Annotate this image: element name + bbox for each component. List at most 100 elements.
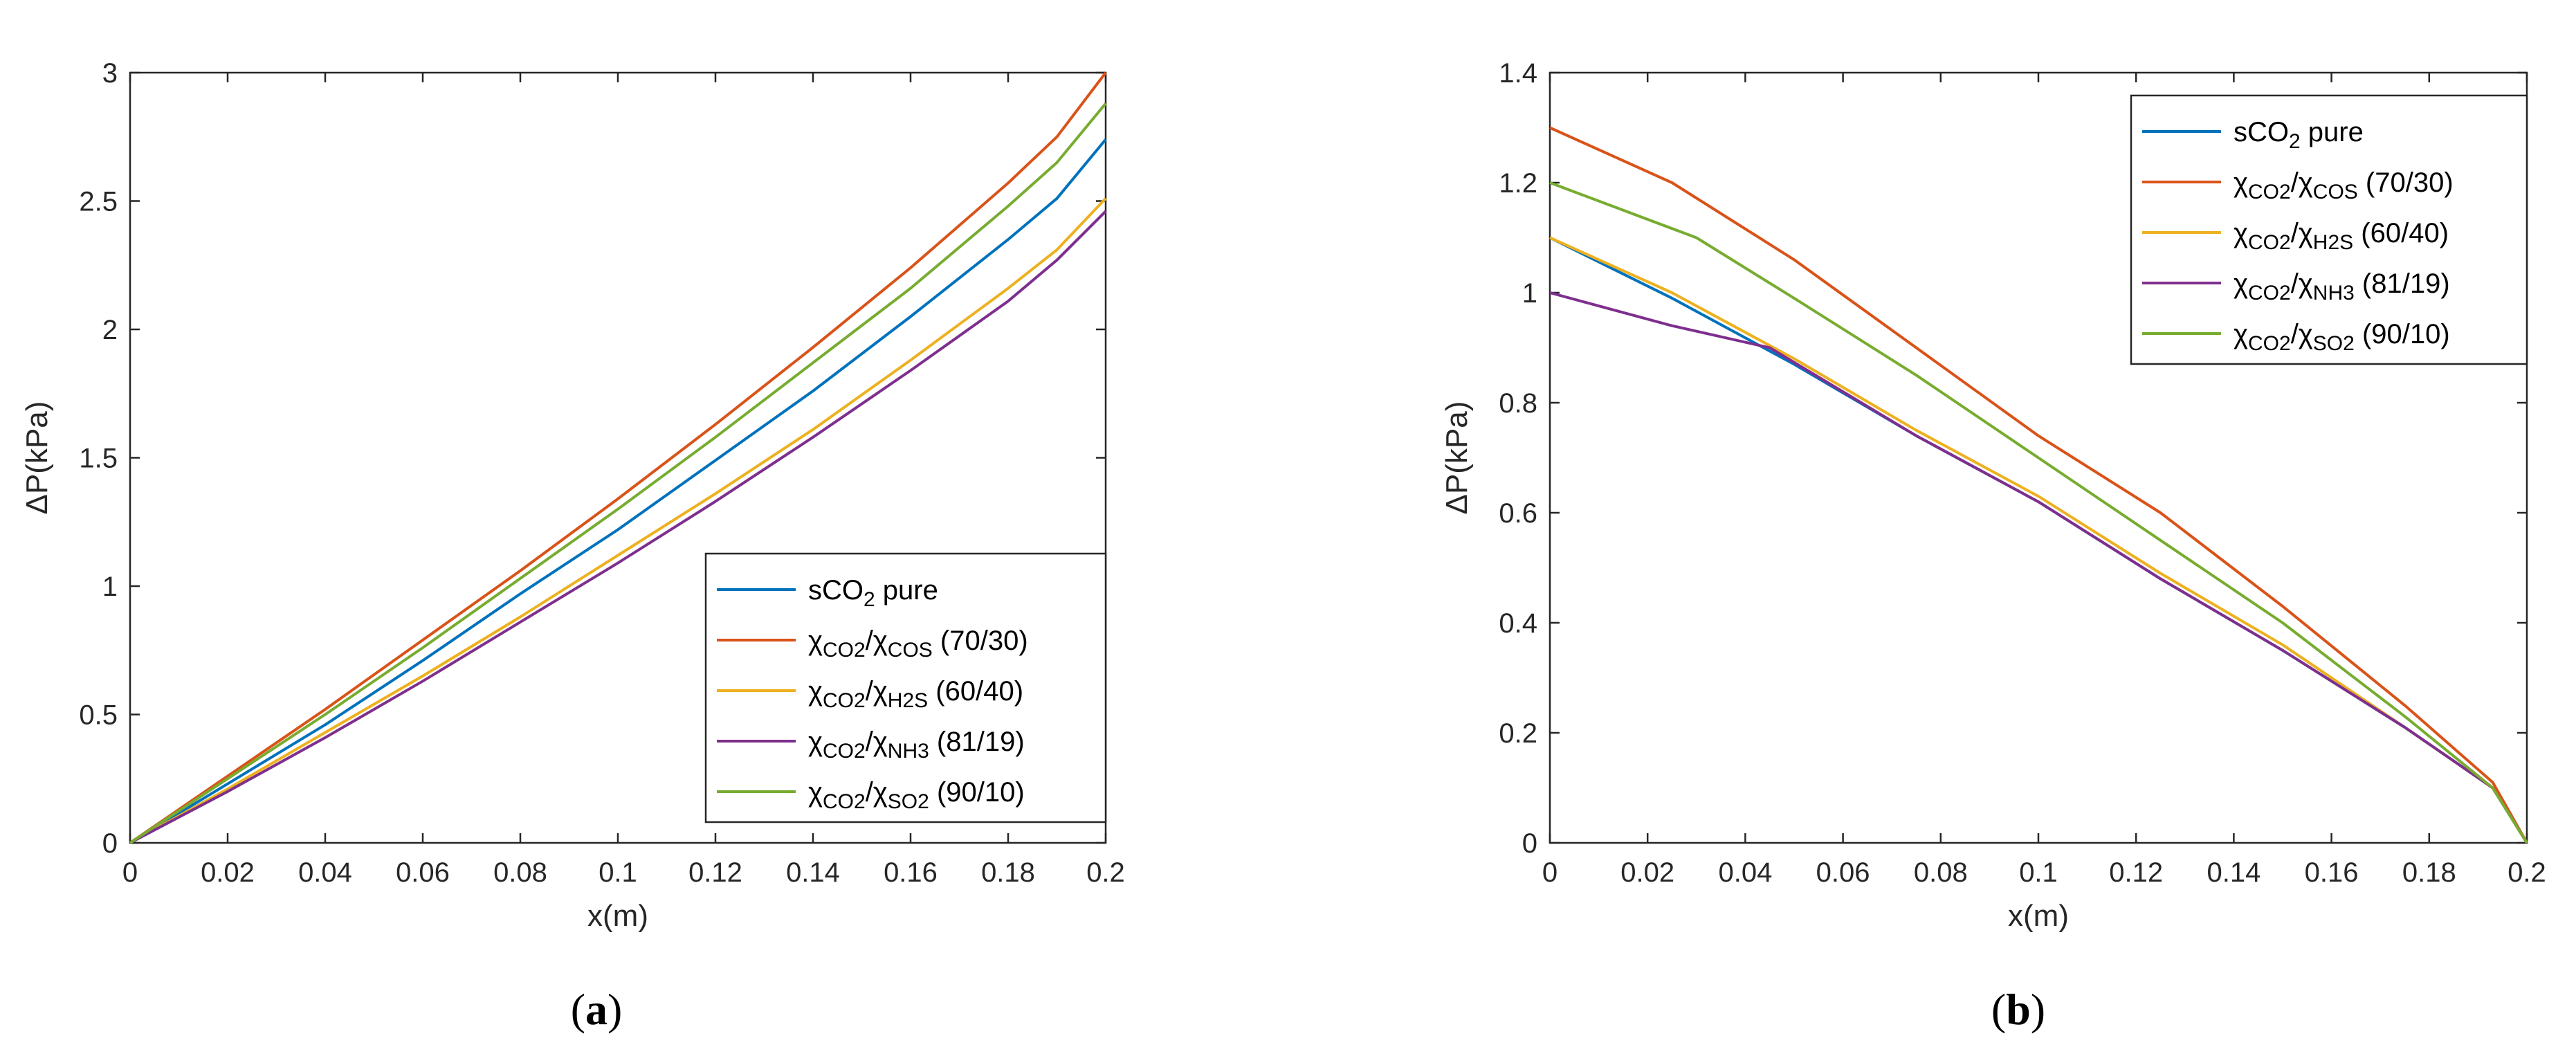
panel-label: (a) (571, 985, 623, 1034)
legend-text-tail: (90/10) (2355, 319, 2450, 349)
legend-text-mid: /χ (2291, 268, 2313, 299)
y-tick-label: 0.6 (1499, 498, 1537, 529)
chart-panel-b: 0 0.02 0.04 0.06 0.08 0.1 0.12 0.14 0.16 0.18 0.2 0… (1440, 58, 2546, 1034)
x-tick-label: 0.1 (599, 857, 637, 888)
legend-text-sub2: COS (888, 639, 933, 662)
x-tick-label: 0.1 (2019, 857, 2058, 888)
y-tick-label: 1.2 (1499, 168, 1537, 199)
legend-text-sub2: COS (2313, 181, 2358, 203)
y-tick-label: 0.2 (1499, 718, 1537, 749)
y-tick-label: 0.8 (1499, 388, 1537, 419)
x-tick-label: 0.18 (981, 857, 1035, 888)
panel-label-close: ) (2031, 985, 2045, 1034)
y-tick-label: 0.5 (79, 700, 118, 731)
x-tick-label: 0.16 (2305, 857, 2359, 888)
panel-label-close: ) (608, 985, 622, 1034)
series-line-4 (1549, 181, 2528, 844)
x-tick-label: 0.12 (688, 857, 742, 888)
legend-text-sub2: H2S (888, 689, 928, 712)
x-axis-label: x(m) (587, 899, 648, 933)
y-axis-label: ΔP(kPa) (1440, 401, 1474, 515)
legend-text-mid: /χ (866, 727, 888, 757)
legend-text-sub1: CO2 (823, 790, 866, 813)
x-tick-label: 0.08 (1914, 857, 1968, 888)
x-tick-label: 0 (122, 857, 138, 888)
y-tick-label: 1.4 (1499, 58, 1537, 89)
legend-text-tail: (60/40) (2353, 218, 2449, 248)
legend-text-sub1: CO2 (823, 689, 866, 712)
x-tick-label: 0.12 (2109, 857, 2163, 888)
y-tick-label: 1 (102, 572, 118, 602)
x-tick-label: 0 (1542, 857, 1558, 888)
legend-text-base: χ (808, 626, 823, 656)
x-tick-label: 0.2 (2508, 857, 2546, 888)
legend-text-tail: (81/19) (929, 727, 1025, 757)
x-axis-label: x(m) (2008, 899, 2069, 933)
y-tick-label: 2 (102, 315, 118, 345)
legend-text-base: χ (808, 777, 823, 808)
legend-text-base: χ (808, 676, 823, 707)
x-tick-label: 0.06 (1816, 857, 1870, 888)
legend-entry-1: χCO2/χCOS (70/30) (808, 626, 1028, 662)
legend-text-base: χ (2234, 167, 2248, 198)
legend-text-mid: /χ (866, 626, 888, 656)
legend-entry-2: χCO2/χH2S (60/40) (808, 676, 1023, 712)
series-line-2 (129, 197, 1107, 844)
legend-text-tail: (90/10) (929, 777, 1025, 808)
series-line-4 (129, 102, 1107, 844)
legend-text-sub1: 2 (2289, 130, 2301, 153)
legend-text-base: χ (2234, 218, 2248, 248)
series-line-0 (129, 138, 1107, 844)
x-tick-label: 0.04 (1718, 857, 1772, 888)
legend-text-sub1: CO2 (2248, 181, 2291, 203)
x-tick-label: 0.16 (884, 857, 938, 888)
y-tick-label: 1 (1522, 278, 1537, 309)
series-line-1 (129, 71, 1107, 844)
y-tick-label: 0.4 (1499, 608, 1537, 639)
legend-text-tail: (70/30) (2358, 167, 2454, 198)
legend-text-mid: /χ (2291, 218, 2313, 248)
legend-text-base: sCO (2234, 117, 2289, 147)
legend-text-sub2: NH3 (2313, 282, 2355, 304)
x-tick-label: 0.02 (1620, 857, 1674, 888)
legend-text-sub1: CO2 (823, 740, 866, 763)
series-line-1 (1549, 126, 2528, 844)
series-line-3 (129, 210, 1107, 844)
legend-box (2130, 94, 2528, 365)
x-tick-label: 0.04 (298, 857, 352, 888)
panel-label-open: ( (1991, 985, 2006, 1034)
legend-text-sub2: NH3 (888, 740, 929, 763)
y-tick-label: 3 (102, 58, 118, 89)
legend-text-tail: (60/40) (928, 676, 1023, 707)
x-tick-label: 0.08 (493, 857, 547, 888)
legend-text-mid: /χ (2291, 319, 2313, 349)
legend-entry-2: χCO2/χH2S (60/40) (2234, 218, 2449, 254)
x-tick-label: 0.02 (201, 857, 255, 888)
panel-label-open: ( (571, 985, 585, 1034)
x-tick-label: 0.18 (2402, 857, 2456, 888)
legend-text-sub1: 2 (864, 588, 875, 611)
y-axis-label: ΔP(kPa) (20, 401, 54, 515)
legend-text-base: χ (2234, 319, 2248, 349)
panel-label-letter: b (2006, 985, 2031, 1034)
legend-text-base: χ (2234, 268, 2248, 299)
legend-text-sub1: CO2 (2248, 332, 2291, 355)
y-tick-label: 1.5 (79, 444, 118, 474)
legend-entry-4: χCO2/χSO2 (90/10) (2234, 319, 2450, 355)
legend-text-sub1: CO2 (823, 639, 866, 662)
legend-box (704, 552, 1107, 823)
panel-label: (b) (1991, 985, 2045, 1034)
x-tick-label: 0.06 (396, 857, 450, 888)
legend-entry-4: χCO2/χSO2 (90/10) (808, 777, 1025, 813)
legend-text-base: χ (808, 727, 823, 757)
legend-text-mid: /χ (866, 777, 888, 808)
legend-text-sub2: SO2 (888, 790, 929, 813)
legend-text-mid: /χ (2291, 167, 2313, 198)
x-tick-label: 0.14 (2207, 857, 2260, 888)
chart-panel-a: 0 0.02 0.04 0.06 0.08 0.1 0.12 0.14 0.16 0.18 0.2 0… (20, 58, 1125, 1034)
panel-label-letter: a (585, 985, 608, 1034)
legend-text-sub2: H2S (2313, 231, 2353, 254)
legend-text-sub2: SO2 (2313, 332, 2355, 355)
legend-text-tail: (81/19) (2355, 268, 2450, 299)
